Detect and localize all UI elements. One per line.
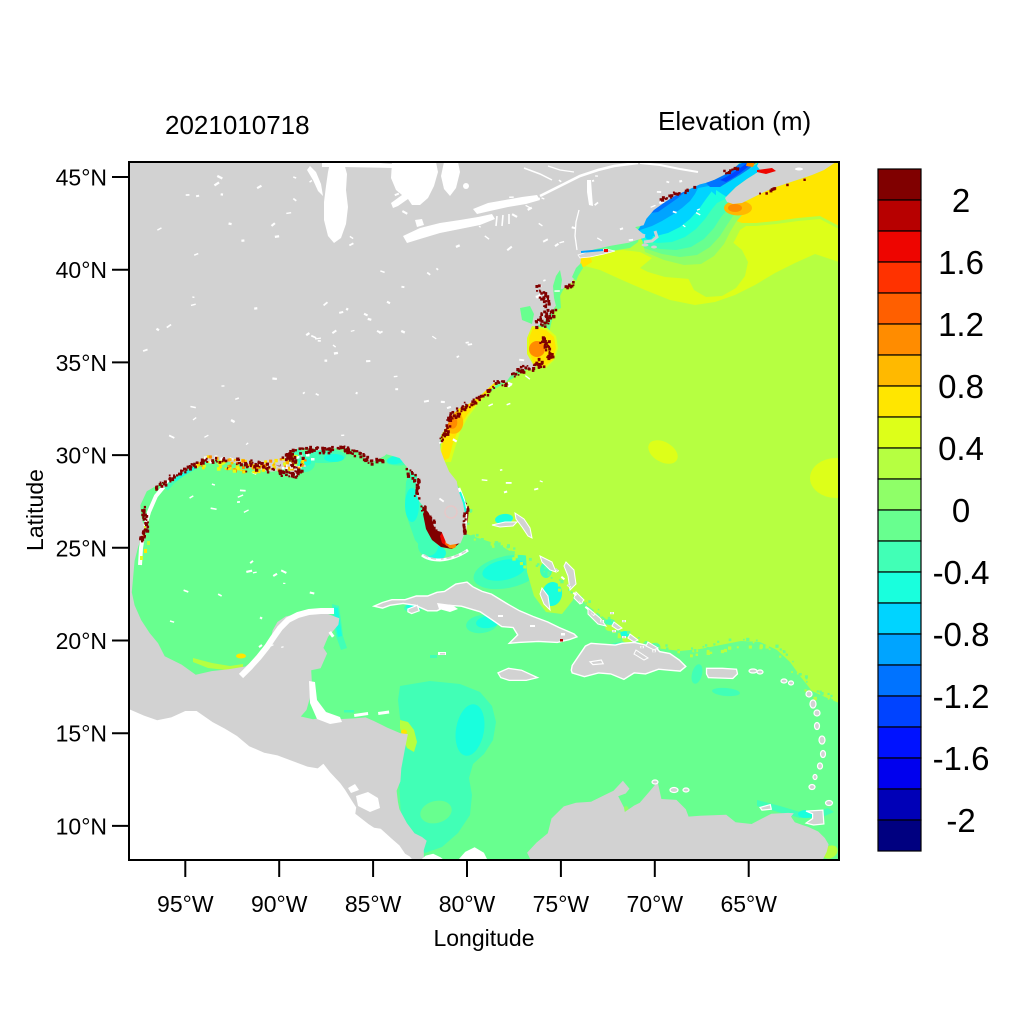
svg-text:90°W: 90°W [251,891,308,917]
svg-text:35°N: 35°N [56,350,107,376]
svg-text:-1.6: -1.6 [933,740,990,777]
svg-text:1.2: 1.2 [938,306,984,343]
svg-text:0: 0 [952,492,970,529]
svg-text:0.4: 0.4 [938,430,984,467]
svg-text:Latitude: Latitude [22,469,48,551]
svg-text:85°W: 85°W [345,891,402,917]
svg-text:45°N: 45°N [56,165,107,191]
svg-text:80°W: 80°W [439,891,496,917]
svg-text:75°W: 75°W [533,891,590,917]
svg-text:-1.2: -1.2 [933,678,990,715]
svg-text:65°W: 65°W [720,891,777,917]
svg-text:40°N: 40°N [56,257,107,283]
svg-text:-2: -2 [946,802,975,839]
svg-text:Longitude: Longitude [433,925,534,951]
svg-text:20°N: 20°N [56,628,107,654]
svg-text:25°N: 25°N [56,535,107,561]
svg-text:1.6: 1.6 [938,244,984,281]
svg-text:70°W: 70°W [627,891,684,917]
svg-text:2: 2 [952,182,970,219]
svg-text:Elevation (m): Elevation (m) [658,106,811,136]
svg-text:0.8: 0.8 [938,368,984,405]
svg-text:15°N: 15°N [56,721,107,747]
svg-text:-0.8: -0.8 [933,616,990,653]
svg-text:-0.4: -0.4 [933,554,990,591]
svg-text:30°N: 30°N [56,443,107,469]
svg-text:95°W: 95°W [157,891,214,917]
svg-text:2021010718: 2021010718 [165,110,310,140]
svg-text:10°N: 10°N [56,813,107,839]
